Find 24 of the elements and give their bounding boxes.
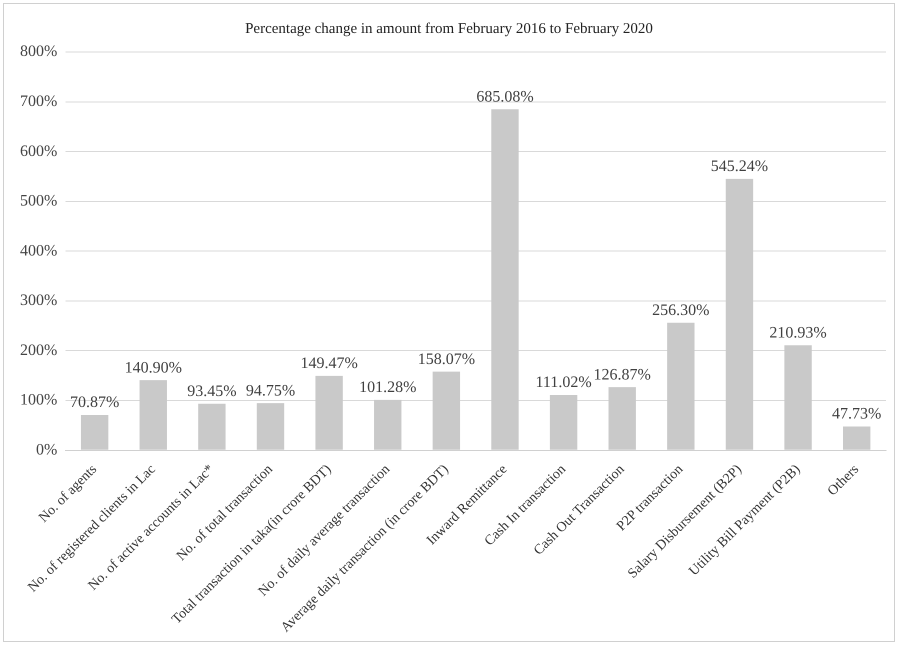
data-label: 101.28% xyxy=(359,379,416,396)
data-label: 126.87% xyxy=(594,366,651,384)
y-tick-label: 500% xyxy=(20,192,58,210)
y-tick-label: 100% xyxy=(20,392,58,409)
y-tick-label: 300% xyxy=(20,292,58,310)
data-label: 47.73% xyxy=(832,406,882,423)
data-label: 140.90% xyxy=(124,359,182,376)
data-label: 545.24% xyxy=(710,158,768,176)
y-tick-label: 200% xyxy=(20,342,58,359)
data-label: 210.93% xyxy=(769,324,827,342)
data-label: 149.47% xyxy=(300,355,358,372)
y-tick-label: 0% xyxy=(36,442,58,459)
data-label: 158.07% xyxy=(418,350,476,368)
data-label: 70.87% xyxy=(70,394,120,412)
y-tick-label: 600% xyxy=(20,142,58,160)
chart-title: Percentage change in amount from February 2016 to February 2020 xyxy=(245,20,653,37)
y-tick-label: 800% xyxy=(20,43,58,60)
y-tick-label: 700% xyxy=(20,92,58,110)
data-label: 93.45% xyxy=(187,382,237,400)
data-label: 685.08% xyxy=(476,88,534,106)
data-label: 256.30% xyxy=(652,302,710,319)
data-label: 94.75% xyxy=(246,382,296,400)
y-tick-label: 400% xyxy=(20,242,58,260)
data-label: 111.02% xyxy=(536,374,592,392)
